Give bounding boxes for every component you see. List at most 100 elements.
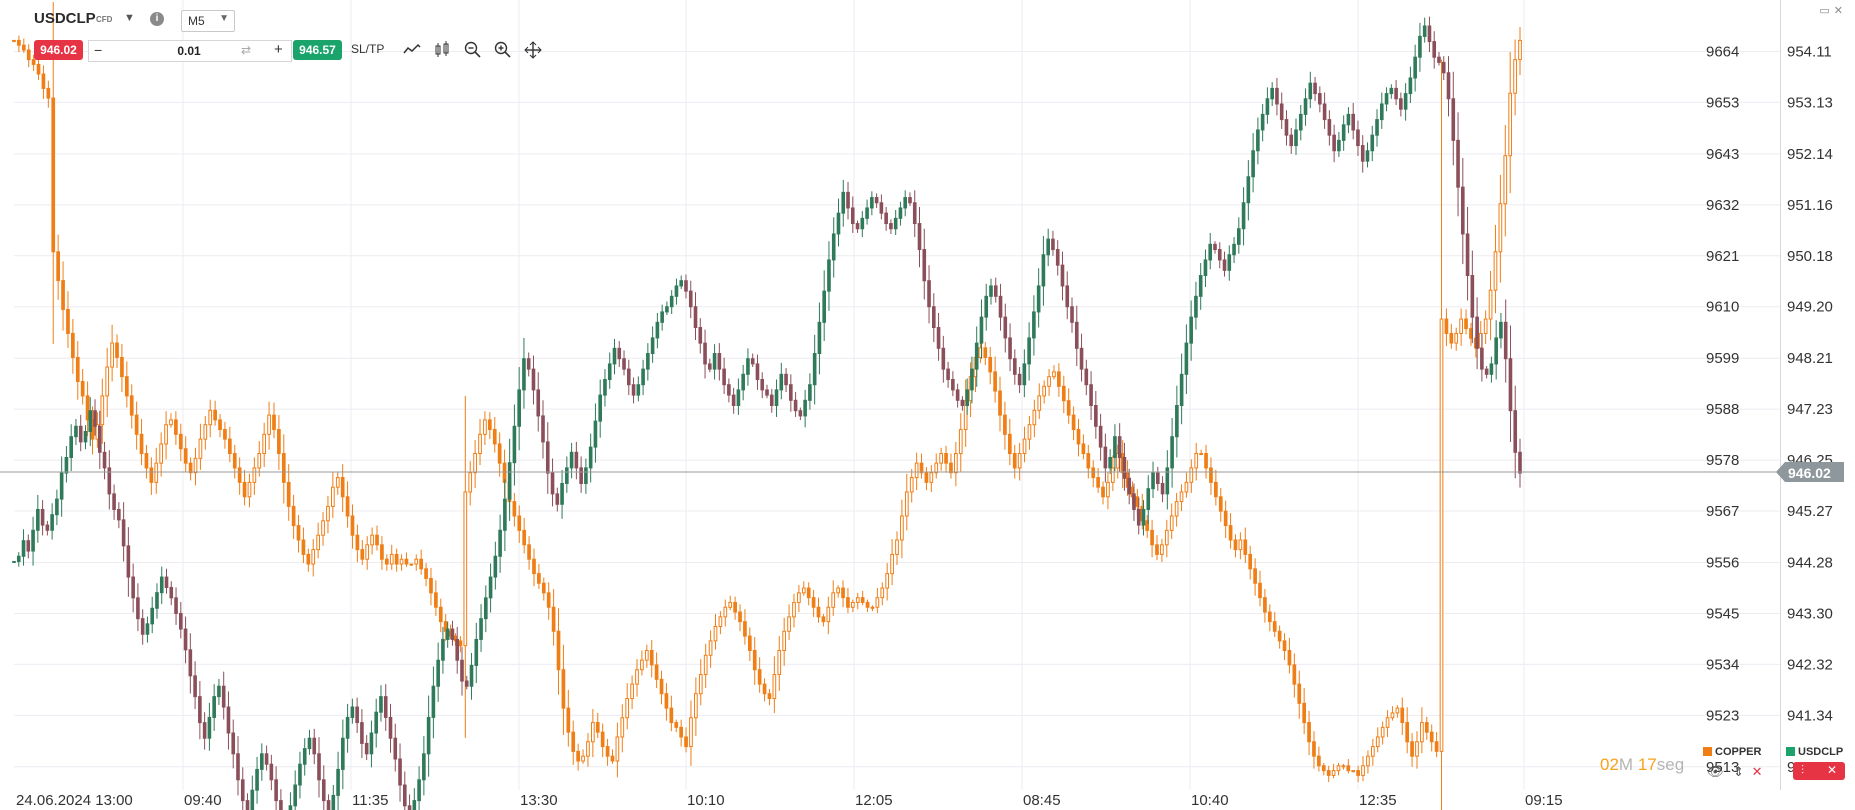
copper-candle (561, 669, 566, 709)
usdclp-candle (1351, 113, 1356, 131)
sltp-button[interactable]: SL/TP (351, 42, 385, 56)
copper-candle (738, 611, 742, 623)
usdclp-candle (212, 696, 216, 718)
usdclp-candle (669, 295, 674, 308)
copper-candle (816, 606, 821, 618)
increase-button[interactable]: + (274, 41, 283, 58)
candles-icon[interactable] (433, 40, 453, 60)
zoom-out-icon[interactable] (463, 40, 483, 60)
usdclp-candle (731, 394, 736, 407)
usdclp-candle (679, 280, 684, 287)
usdclp-candle (488, 576, 493, 599)
usdclp-candle (1146, 488, 1151, 510)
buy-button[interactable]: 946.57 (293, 40, 342, 60)
usdclp-candle (884, 212, 888, 225)
copper-candle (1356, 770, 1360, 776)
window-controls[interactable]: ▭✕ (1819, 5, 1847, 17)
usdclp-candle (16, 555, 21, 562)
copper-candle (1361, 765, 1365, 776)
updown-icon[interactable]: ⇕ (1733, 764, 1745, 779)
legend-usdclp[interactable]: USDCLP (1786, 746, 1843, 758)
copper-candle (56, 251, 60, 282)
close-icon[interactable]: ✕ (1751, 764, 1763, 779)
usdclp-candle (636, 384, 641, 396)
x-tick-label: 10:40 (1191, 792, 1229, 809)
usdclp-candle (393, 737, 398, 760)
copper-candle (1071, 414, 1076, 431)
usdclp-candle (1365, 150, 1370, 162)
usdclp-candle (155, 592, 159, 609)
eye-icon[interactable]: 👁 (1707, 764, 1724, 779)
copper-candle (797, 592, 801, 603)
copper-candle (532, 558, 536, 575)
copper-candle (124, 376, 129, 397)
legend-copper[interactable]: COPPER (1703, 746, 1761, 758)
copper-candle (193, 457, 198, 474)
chevron-down-icon: ▼ (219, 13, 229, 24)
usdclp-candle (1098, 425, 1103, 448)
usdclp-candle (741, 373, 745, 391)
swap-icon[interactable]: ⇄ (241, 43, 252, 57)
usdclp-candle (112, 493, 116, 510)
usdclp-candle (1170, 436, 1174, 469)
copper-candle (492, 429, 497, 445)
copper-candle (404, 558, 409, 565)
close-icon[interactable]: ✕ (1827, 763, 1838, 777)
usdclp-candle (1408, 77, 1413, 95)
copper-candle (26, 49, 31, 61)
copper-candle (154, 462, 159, 483)
copper-candle (46, 87, 51, 99)
decrease-button[interactable]: − (94, 42, 103, 58)
usdclp-candle (1189, 316, 1193, 344)
copper-candle (144, 453, 149, 469)
quantity-input[interactable]: 0.01 (177, 44, 201, 58)
usdclp-candle (383, 696, 388, 718)
copper-candle (497, 443, 502, 464)
current-price-value: 946.02 (1788, 465, 1831, 482)
right-axis-tick-label: 941.34 (1787, 707, 1833, 724)
line-chart-icon[interactable] (402, 40, 422, 60)
copper-candle (443, 621, 448, 632)
usdclp-candle (1513, 410, 1518, 453)
timeframe-select[interactable]: M5 ▼ (181, 10, 235, 32)
usdclp-candle (202, 722, 207, 739)
copper-candle (1375, 736, 1380, 748)
copper-candle (512, 501, 517, 517)
usdclp-candle (1518, 451, 1522, 474)
move-icon[interactable] (523, 40, 543, 60)
copper-candle (939, 453, 943, 464)
left-axis-tick-label: 9534 (1706, 656, 1739, 673)
quantity-stepper[interactable]: − 0.01 ⇄ + (88, 40, 292, 62)
sell-button[interactable]: 946.02 (34, 40, 83, 60)
usdclp-candle (1041, 254, 1046, 287)
copper-candle (1351, 770, 1356, 773)
usdclp-candle (1480, 347, 1484, 370)
copper-candle (1444, 318, 1449, 334)
usdclp-candle (817, 321, 822, 355)
copper-candle (1449, 332, 1454, 344)
usdclp-candle (936, 327, 941, 349)
copper-candle (1037, 395, 1042, 411)
zoom-in-icon[interactable] (493, 40, 513, 60)
copper-candle (1076, 429, 1081, 445)
usdclp-candle (1332, 134, 1336, 152)
copper-candle (316, 534, 320, 551)
candles-icon[interactable]: ⫶ (1801, 763, 1805, 777)
copper-candle (134, 414, 139, 435)
usdclp-candle (1437, 56, 1441, 63)
usdclp-candle (350, 706, 355, 718)
symbol-label[interactable]: USDCLP (34, 10, 96, 27)
copper-candle (384, 558, 389, 565)
usdclp-candle (279, 800, 283, 810)
copper-candle (355, 534, 360, 551)
usdclp-candle (26, 540, 31, 552)
usdclp-series-controls[interactable]: ⫶ ✕ (1793, 762, 1845, 780)
copper-candle (1483, 318, 1488, 334)
copper-candle (262, 433, 267, 455)
copper-candle (605, 746, 610, 757)
usdclp-candle (903, 197, 908, 209)
info-icon[interactable]: i (150, 12, 164, 26)
copper-candle (885, 573, 890, 589)
chevron-down-icon[interactable]: ▼ (124, 12, 135, 24)
